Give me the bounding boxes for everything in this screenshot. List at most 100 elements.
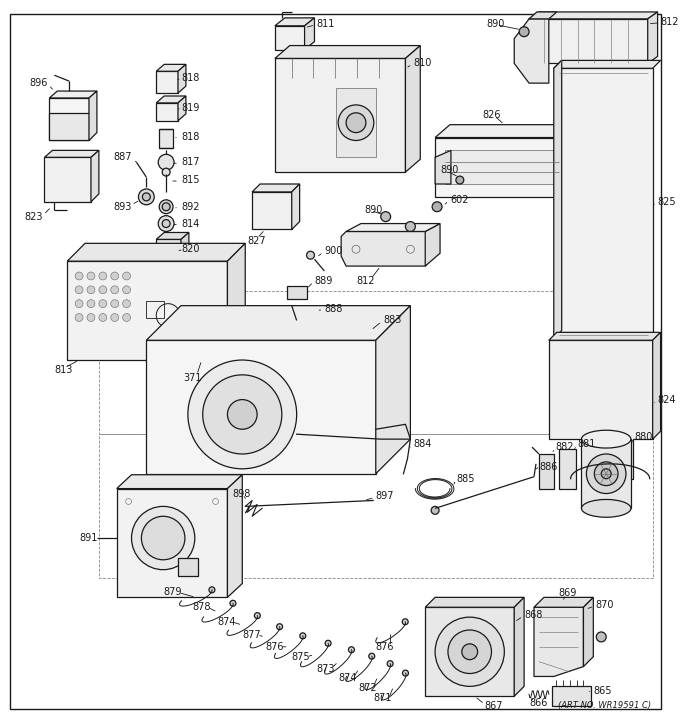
Text: 810: 810 (413, 59, 432, 68)
Polygon shape (156, 65, 186, 71)
Text: 814: 814 (181, 218, 199, 228)
Circle shape (159, 200, 173, 214)
Polygon shape (227, 475, 242, 597)
Polygon shape (227, 244, 245, 360)
Circle shape (87, 272, 95, 280)
Text: 882: 882 (556, 442, 574, 452)
Polygon shape (156, 103, 178, 121)
Polygon shape (583, 597, 594, 666)
Circle shape (87, 313, 95, 321)
Polygon shape (648, 12, 658, 63)
Polygon shape (275, 18, 314, 26)
Polygon shape (305, 18, 314, 49)
Polygon shape (549, 340, 653, 478)
Circle shape (586, 454, 626, 494)
Circle shape (448, 630, 492, 674)
Circle shape (99, 286, 107, 294)
Polygon shape (50, 91, 97, 98)
Text: 889: 889 (314, 276, 333, 286)
Polygon shape (252, 192, 292, 230)
Text: 877: 877 (242, 630, 261, 640)
Circle shape (462, 644, 477, 660)
Circle shape (122, 272, 131, 280)
Text: (ART NO. WR19591 C): (ART NO. WR19591 C) (558, 701, 651, 710)
Text: 884: 884 (413, 439, 432, 449)
Circle shape (122, 299, 131, 307)
Circle shape (348, 647, 354, 652)
Text: 819: 819 (181, 103, 199, 113)
Text: 827: 827 (248, 236, 266, 247)
Text: 885: 885 (457, 473, 475, 484)
Polygon shape (50, 113, 89, 141)
Text: 826: 826 (483, 109, 501, 120)
Text: 824: 824 (658, 394, 676, 405)
Circle shape (381, 212, 390, 222)
Circle shape (432, 202, 442, 212)
Polygon shape (435, 150, 451, 184)
Circle shape (198, 350, 207, 360)
Polygon shape (287, 286, 307, 299)
Text: 897: 897 (376, 492, 394, 502)
Polygon shape (376, 306, 411, 473)
Text: 823: 823 (24, 212, 44, 222)
Circle shape (111, 313, 119, 321)
Polygon shape (551, 687, 592, 706)
Polygon shape (405, 46, 420, 172)
Text: 874: 874 (218, 617, 236, 627)
Text: 890: 890 (364, 204, 382, 215)
Circle shape (99, 313, 107, 321)
Text: 869: 869 (559, 589, 577, 598)
Polygon shape (156, 239, 181, 259)
Bar (146, 301, 164, 318)
Circle shape (346, 113, 366, 133)
Circle shape (99, 299, 107, 307)
Circle shape (158, 215, 174, 231)
Circle shape (111, 299, 119, 307)
Text: 868: 868 (524, 610, 543, 620)
Polygon shape (50, 98, 89, 141)
Text: 866: 866 (529, 698, 547, 708)
Text: 883: 883 (384, 315, 402, 326)
Text: 876: 876 (265, 642, 284, 652)
Circle shape (325, 640, 331, 646)
Circle shape (601, 469, 611, 478)
Text: 900: 900 (324, 247, 343, 256)
Polygon shape (336, 88, 376, 157)
Circle shape (122, 286, 131, 294)
Text: 876: 876 (376, 642, 394, 652)
Circle shape (188, 360, 296, 469)
Text: 817: 817 (181, 157, 199, 167)
Circle shape (596, 632, 606, 642)
Polygon shape (178, 65, 186, 93)
Circle shape (122, 313, 131, 321)
Circle shape (594, 462, 618, 486)
Polygon shape (554, 68, 653, 340)
Text: 892: 892 (181, 202, 199, 212)
Text: 818: 818 (181, 73, 199, 83)
Circle shape (209, 587, 215, 593)
Circle shape (405, 222, 415, 231)
Polygon shape (117, 475, 242, 489)
Text: 896: 896 (30, 78, 48, 88)
Circle shape (519, 27, 529, 37)
Polygon shape (275, 26, 305, 49)
Text: 811: 811 (316, 19, 335, 29)
Circle shape (403, 670, 409, 676)
Text: 873: 873 (316, 663, 335, 674)
Polygon shape (292, 306, 322, 320)
Polygon shape (67, 261, 227, 360)
Text: 874: 874 (338, 674, 357, 684)
Polygon shape (514, 597, 524, 696)
Circle shape (300, 633, 306, 639)
Text: 890: 890 (486, 19, 505, 29)
Polygon shape (568, 150, 583, 179)
Text: 602: 602 (450, 195, 469, 205)
Polygon shape (425, 223, 440, 266)
Circle shape (111, 272, 119, 280)
Text: 879: 879 (163, 587, 182, 597)
Polygon shape (435, 138, 568, 197)
Circle shape (254, 613, 260, 618)
Text: 893: 893 (114, 202, 132, 212)
Circle shape (230, 600, 236, 606)
Polygon shape (425, 608, 514, 696)
